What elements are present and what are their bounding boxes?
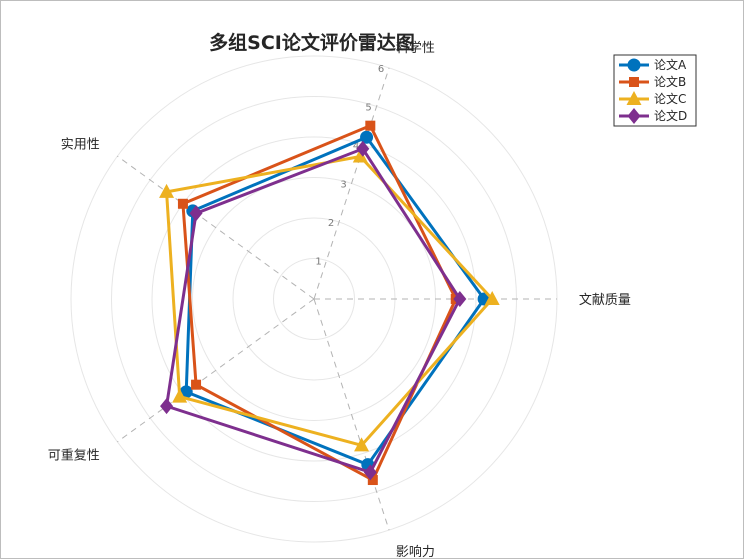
series-4-point-4 <box>160 398 174 415</box>
radar-grid <box>70 55 558 543</box>
series-3-point-1 <box>352 148 368 163</box>
series-2-point-5 <box>177 198 188 209</box>
axis-label-2: 文献质量 <box>579 293 631 308</box>
series-4-point-5 <box>189 205 203 222</box>
radial-tick-4: 4 <box>353 141 359 152</box>
series-2-point-3 <box>367 475 378 486</box>
series-4 <box>160 140 467 481</box>
series-line-4 <box>164 146 462 475</box>
legend-marker-1 <box>627 58 641 72</box>
legend-marker-4 <box>627 108 641 124</box>
axis-label-3: 影响力 <box>396 544 435 560</box>
axis-label-5: 实用性 <box>61 137 100 152</box>
chart-title: 多组SCI论文评价雷达图 <box>209 31 415 54</box>
legend-marker-3 <box>626 91 642 105</box>
legend-label-1: 论文A <box>654 57 687 72</box>
spoke-3 <box>313 298 390 531</box>
series-line-1 <box>184 135 486 467</box>
legend-label-4: 论文D <box>654 108 687 123</box>
legend-label-2: 论文B <box>654 74 686 89</box>
series-3-point-5 <box>159 183 175 198</box>
series-1-point-1 <box>360 130 374 144</box>
radial-tick-6: 6 <box>378 64 384 75</box>
radial-tick-3: 3 <box>340 179 346 190</box>
series-3-point-2 <box>484 291 500 305</box>
grid-circle-4 <box>151 136 477 462</box>
axis-label-4: 可重复性 <box>48 448 100 464</box>
legend-label-3: 论文C <box>654 91 686 106</box>
series-line-3 <box>164 154 495 448</box>
series-2-point-4 <box>191 379 202 390</box>
series-line-2 <box>181 123 458 483</box>
radial-tick-labels: 1 2 3 4 5 6 <box>315 64 384 268</box>
legend: 论文A 论文B 论文C 论文D <box>613 54 697 127</box>
spoke-4 <box>117 298 315 443</box>
legend-marker-2 <box>629 77 639 87</box>
radial-tick-5: 5 <box>365 102 371 113</box>
radial-tick-1: 1 <box>315 256 321 267</box>
radial-tick-2: 2 <box>328 218 334 229</box>
series-4-point-3 <box>363 464 377 481</box>
series-4-point-2 <box>453 291 467 307</box>
spoke-5 <box>117 155 315 300</box>
series-3-point-3 <box>354 437 370 452</box>
series-3 <box>159 148 500 452</box>
data-series <box>159 120 500 486</box>
axis-label-1: 科学性 <box>396 40 435 56</box>
series-2-point-1 <box>365 120 376 131</box>
series-4-point-1 <box>356 140 370 157</box>
spoke-1 <box>313 67 390 300</box>
series-3-point-4 <box>172 388 188 403</box>
legend-box <box>613 54 697 127</box>
grid-circle-1 <box>273 258 355 340</box>
